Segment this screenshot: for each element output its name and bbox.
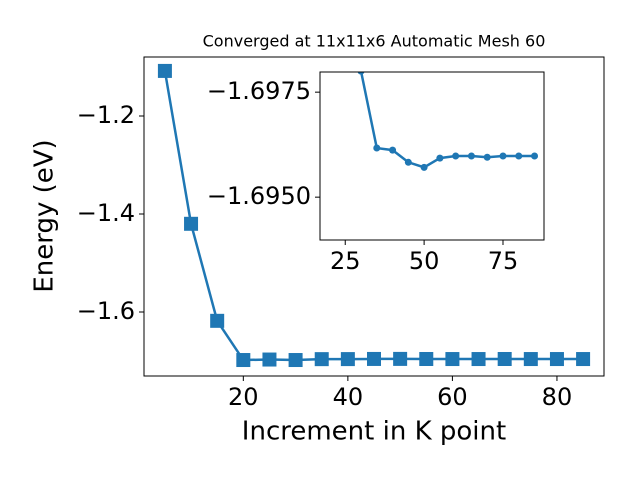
marker	[389, 146, 397, 154]
marker	[471, 352, 486, 367]
marker	[184, 216, 199, 231]
x-tick-label: 80	[542, 383, 573, 411]
marker	[262, 352, 277, 367]
marker	[531, 152, 539, 160]
marker	[499, 152, 507, 160]
y-tick-label: −1.4	[77, 199, 135, 227]
marker	[236, 353, 251, 368]
marker	[497, 351, 512, 366]
marker	[420, 163, 428, 171]
y-tick-label: −1.6	[77, 297, 135, 325]
plot-frame	[143, 56, 605, 377]
x-tick-label: 75	[488, 247, 519, 275]
x-tick-label: 60	[437, 383, 468, 411]
marker	[357, 72, 365, 75]
y-axis-label: Energy (eV)	[30, 139, 60, 292]
y-tick-label: −1.2	[77, 101, 135, 129]
x-tick-label: 20	[228, 383, 259, 411]
marker	[404, 158, 412, 166]
marker	[436, 154, 444, 162]
x-axis-label: Increment in K point	[242, 417, 506, 447]
y-tick-label: −1.6975	[207, 77, 311, 105]
marker	[288, 353, 303, 368]
y-tick-label: −1.6950	[207, 182, 311, 210]
marker	[576, 352, 591, 367]
series-group	[157, 63, 591, 368]
x-tick-label: 40	[333, 383, 364, 411]
marker	[467, 152, 475, 160]
marker	[445, 352, 460, 367]
marker	[314, 352, 329, 367]
marker	[523, 352, 538, 367]
marker	[210, 313, 225, 328]
chart-title: Converged at 11x11x6 Automatic Mesh 60	[203, 32, 546, 51]
marker	[373, 144, 381, 152]
marker	[419, 351, 434, 366]
marker	[515, 152, 523, 160]
x-tick-label: 25	[330, 247, 361, 275]
marker	[549, 352, 564, 367]
marker	[452, 152, 460, 160]
marker	[340, 352, 355, 367]
series-group	[357, 72, 539, 171]
plot-frame	[319, 71, 545, 241]
marker	[483, 153, 491, 161]
x-tick-label: 50	[409, 247, 440, 275]
marker	[367, 351, 381, 366]
marker	[393, 351, 408, 366]
marker	[157, 63, 172, 78]
